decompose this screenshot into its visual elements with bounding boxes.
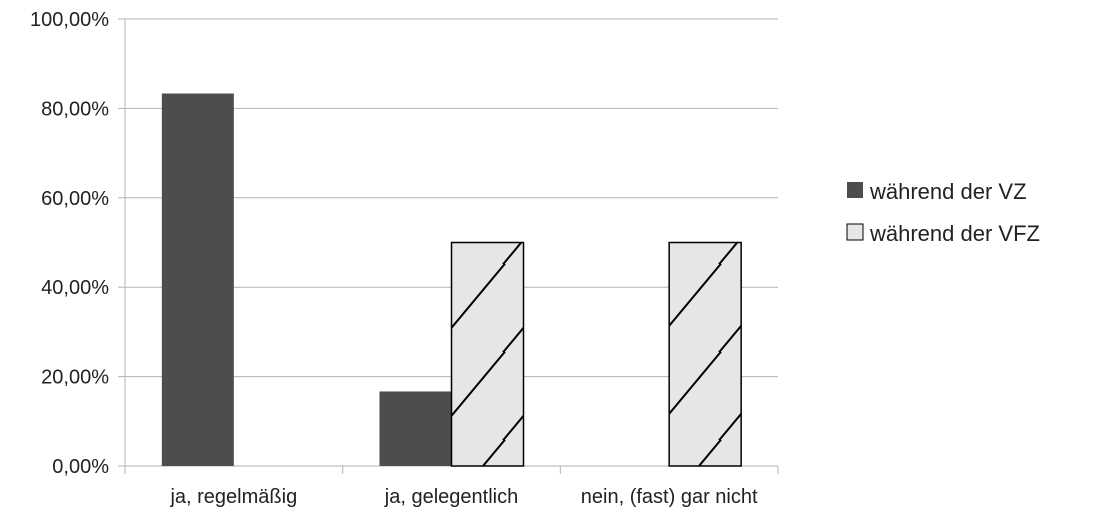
bar-vfz-1 [450,241,525,467]
legend-label: während der VFZ [869,221,1040,246]
bar-vz-0 [161,93,234,467]
y-tick-label: 100,00% [30,9,109,31]
bars [161,93,742,467]
legend-swatch [847,182,863,198]
y-tick-label: 80,00% [41,98,109,120]
x-category-label: ja, gelegentlich [384,486,518,508]
bar-vfz-2 [668,241,742,467]
legend-swatch [846,223,864,241]
y-tick-label: 40,00% [41,277,109,299]
x-category-label: nein, (fast) gar nicht [581,486,758,508]
y-tick-label: 60,00% [41,188,109,210]
y-tick-label: 20,00% [41,367,109,389]
legend: während der VZ während der VFZ [846,179,1040,246]
labels: 0,00% 20,00% 40,00% 60,00% 80,00% 100,00% ja, … [30,9,758,508]
x-category-label: ja, regelmäßig [169,486,297,508]
legend-label: während der VZ [869,179,1027,204]
bar-vz-1 [379,391,452,466]
y-tick-label: 0,00% [52,456,109,478]
